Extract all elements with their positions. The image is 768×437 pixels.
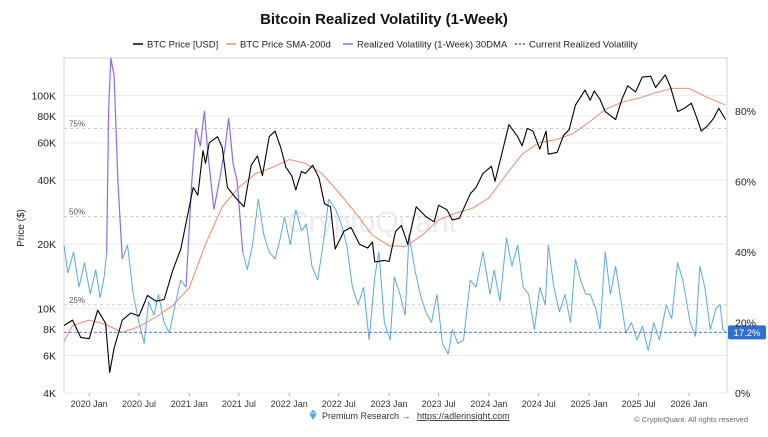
y-ticks-right: 80% 60% 40% 20% 0% xyxy=(735,106,756,400)
y-tick-right-label: 60% xyxy=(735,176,756,188)
current-volatility-group: 17.2% xyxy=(64,325,766,340)
x-tick-label: 2022 Jan xyxy=(271,399,308,409)
footer: Premium Research → https://adlerinsight.… xyxy=(309,410,748,424)
x-tick-label: 2021 Jul xyxy=(222,399,256,409)
y-tick-left-label: 100K xyxy=(31,90,56,102)
premium-research-link[interactable]: https://adlerinsight.com xyxy=(417,411,510,421)
x-tick-label: 2022 Jul xyxy=(322,399,356,409)
x-tick-label: 2024 Jan xyxy=(470,399,507,409)
y-axis-label: Price ($) xyxy=(16,209,27,247)
legend-label-3: Current Realized Volatility xyxy=(529,40,638,51)
volatility-line-high xyxy=(106,57,244,288)
y-tick-left-label: 40K xyxy=(37,175,56,187)
legend-label-2: Realized Volatility (1-Week) 30DMA xyxy=(357,40,508,51)
x-tick-label: 2020 Jan xyxy=(71,399,108,409)
x-ticks: 2020 Jan 2020 Jul 2021 Jan 2021 Jul 2022 Jan… xyxy=(71,393,707,409)
sma-line xyxy=(63,87,726,342)
legend: BTC Price [USD] BTC Price SMA-200d Realize… xyxy=(133,40,638,51)
price-line xyxy=(63,74,727,373)
y-tick-left-label: 10K xyxy=(37,303,56,315)
current-volatility-value: 17.2% xyxy=(734,328,761,339)
premium-research-text: Premium Research → xyxy=(322,411,411,421)
y-tick-left-label: 8K xyxy=(43,324,56,336)
volatility-line xyxy=(63,198,726,355)
series-group xyxy=(63,57,727,373)
legend-label-1: BTC Price SMA-200d xyxy=(240,40,331,51)
y-tick-left-label: 6K xyxy=(43,351,56,363)
reference-lines: 75% 50% 25% xyxy=(64,120,727,306)
y-tick-right-label: 80% xyxy=(735,106,756,118)
reference-line-label: 50% xyxy=(69,208,85,217)
y-tick-right-label: 20% xyxy=(735,317,756,329)
reference-line-label: 75% xyxy=(69,120,85,129)
chart-title: Bitcoin Realized Volatility (1-Week) xyxy=(260,11,508,28)
svg-text:Premium Research → https: Premium Research → https://adlerinsight.… xyxy=(322,411,510,421)
y-tick-left-label: 80K xyxy=(37,111,56,123)
y-tick-left-label: 20K xyxy=(37,239,56,251)
current-volatility-badge xyxy=(728,325,766,340)
grid xyxy=(64,94,727,394)
watermark: CryptoQuant xyxy=(287,206,458,239)
x-tick-label: 2021 Jan xyxy=(171,399,208,409)
y-tick-right-label: 0% xyxy=(735,388,750,400)
diamond-icon xyxy=(309,410,317,420)
x-tick-label: 2020 Jul xyxy=(122,399,156,409)
y-tick-left-label: 60K xyxy=(37,138,56,150)
x-tick-label: 2023 Jul xyxy=(422,399,456,409)
x-tick-label: 2023 Jan xyxy=(371,399,408,409)
x-tick-label: 2025 Jan xyxy=(571,399,608,409)
y-ticks-left: 100K 80K 60K 40K 20K 10K 8K 6K 4K xyxy=(31,90,56,400)
y-tick-left-label: 4K xyxy=(43,388,56,400)
x-tick-label: 2024 Jul xyxy=(522,399,556,409)
reference-line-label: 25% xyxy=(69,296,85,305)
copyright-text: © CryptoQuant. All rights reserved xyxy=(634,415,748,424)
legend-label-0: BTC Price [USD] xyxy=(147,40,218,51)
x-tick-label: 2025 Jul xyxy=(622,399,656,409)
y-tick-right-label: 40% xyxy=(735,247,756,259)
x-tick-label: 2026 Jan xyxy=(670,399,707,409)
